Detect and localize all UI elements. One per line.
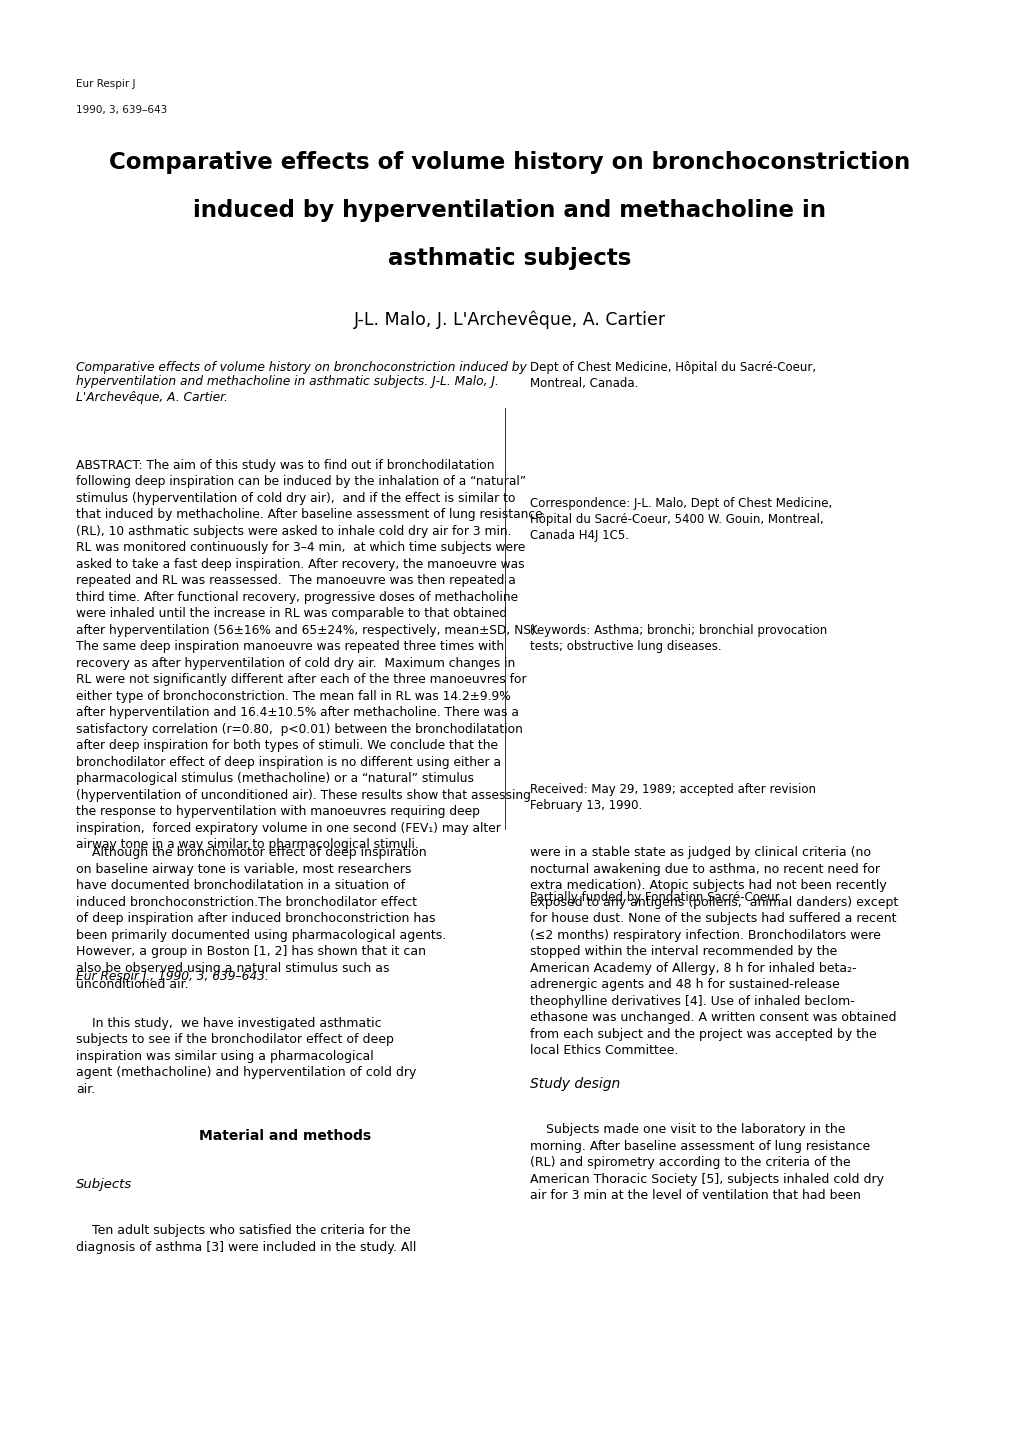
Text: Comparative effects of volume history on bronchoconstriction induced by
hyperven: Comparative effects of volume history on… — [76, 360, 526, 404]
Text: Ten adult subjects who satisfied the criteria for the
diagnosis of asthma [3] we: Ten adult subjects who satisfied the cri… — [76, 1224, 416, 1253]
Text: Although the bronchomotor effect of deep inspiration
on baseline airway tone is : Although the bronchomotor effect of deep… — [76, 846, 446, 992]
Text: J-L. Malo, J. L'Archevêque, A. Cartier: J-L. Malo, J. L'Archevêque, A. Cartier — [354, 310, 665, 329]
Text: Subjects: Subjects — [76, 1178, 132, 1191]
Text: were in a stable state as judged by clinical criteria (no
nocturnal awakening du: were in a stable state as judged by clin… — [530, 846, 898, 1057]
Text: Received: May 29, 1989; accepted after revision
February 13, 1990.: Received: May 29, 1989; accepted after r… — [530, 783, 815, 812]
Text: Correspondence: J-L. Malo, Dept of Chest Medicine,
Hôpital du Sacré-Coeur, 5400 : Correspondence: J-L. Malo, Dept of Chest… — [530, 497, 832, 542]
Text: Study design: Study design — [530, 1077, 620, 1092]
Text: asthmatic subjects: asthmatic subjects — [388, 247, 631, 270]
Text: Subjects made one visit to the laboratory in the
morning. After baseline assessm: Subjects made one visit to the laborator… — [530, 1123, 883, 1203]
Text: Comparative effects of volume history on bronchoconstriction: Comparative effects of volume history on… — [109, 151, 910, 174]
Text: Eur Respir J., 1990, 3, 639–643.: Eur Respir J., 1990, 3, 639–643. — [76, 970, 269, 983]
Text: Eur Respir J: Eur Respir J — [76, 79, 136, 89]
Text: Dept of Chest Medicine, Hôpital du Sacré-Coeur,
Montreal, Canada.: Dept of Chest Medicine, Hôpital du Sacré… — [530, 360, 815, 389]
Text: Partially funded by Fondation Sacré-Coeur.: Partially funded by Fondation Sacré-Coeu… — [530, 891, 782, 904]
Text: In this study,  we have investigated asthmatic
subjects to see if the bronchodil: In this study, we have investigated asth… — [76, 1017, 416, 1096]
Text: ABSTRACT: The aim of this study was to find out if bronchodilatation
following d: ABSTRACT: The aim of this study was to f… — [76, 459, 542, 851]
Text: 1990, 3, 639–643: 1990, 3, 639–643 — [76, 105, 167, 115]
Text: Material and methods: Material and methods — [199, 1129, 371, 1144]
Text: induced by hyperventilation and methacholine in: induced by hyperventilation and methacho… — [194, 199, 825, 222]
Text: Keywords: Asthma; bronchi; bronchial provocation
tests; obstructive lung disease: Keywords: Asthma; bronchi; bronchial pro… — [530, 624, 826, 653]
